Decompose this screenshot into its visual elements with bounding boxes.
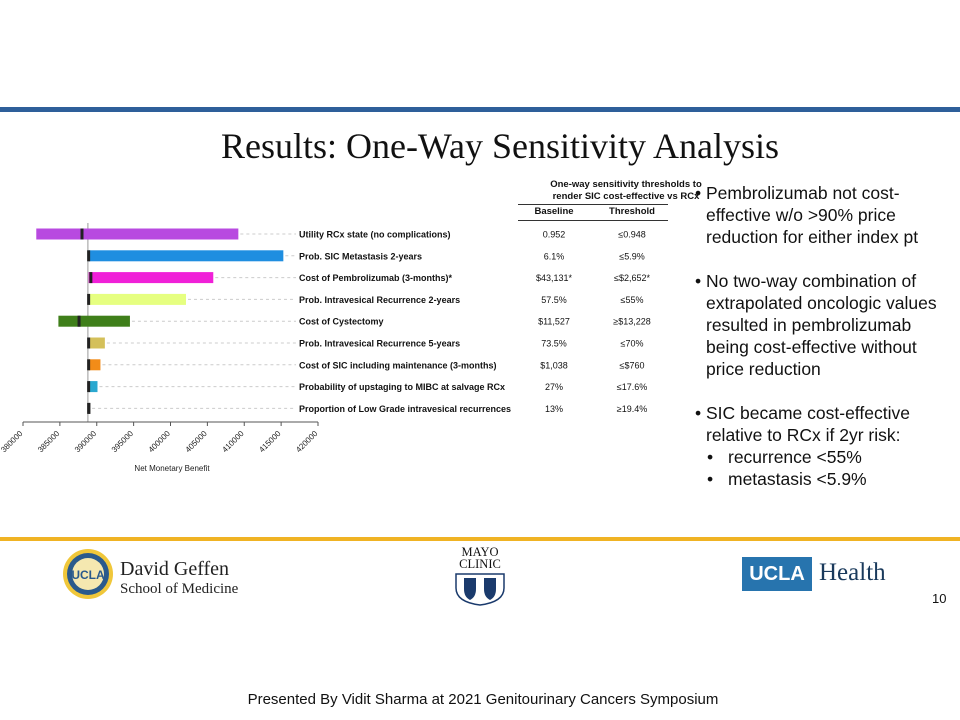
row-label-0: Utility RCx state (no complications) [299, 230, 451, 240]
bar-5 [88, 337, 105, 349]
mayo-clinic-logo: MAYO CLINIC [450, 545, 510, 571]
bottom-rule [0, 537, 960, 541]
row-label-4: Cost of Cystectomy [299, 317, 384, 327]
bar-0 [36, 228, 239, 240]
baseline-value-6: $1,038 [540, 360, 568, 370]
bar-marker-7 [87, 381, 91, 393]
table-header-rule-2 [518, 220, 668, 221]
bar-marker-5 [87, 337, 91, 349]
row-label-2: Cost of Pembrolizumab (3-months)* [299, 273, 453, 283]
x-tick-label-1: 385000 [36, 429, 62, 455]
baseline-value-3: 57.5% [541, 295, 567, 305]
sub-bullet-1: recurrence <55% [695, 446, 957, 468]
geffen-line2: School of Medicine [120, 581, 239, 597]
baseline-value-5: 73.5% [541, 339, 567, 349]
bar-4 [58, 315, 130, 327]
baseline-value-2: $43,131* [536, 273, 573, 283]
x-tick-label-4: 400000 [147, 429, 173, 455]
ucla-seal-logo: UCLA [63, 549, 113, 599]
table-header: One-way sensitivity thresholds to render… [510, 179, 742, 203]
table-header-line1: One-way sensitivity thresholds to [550, 179, 702, 190]
mayo-line2: CLINIC [459, 557, 501, 571]
threshold-value-4: ≥$13,228 [613, 317, 650, 327]
bullet-1: Pembrolizumab not cost-effective w/o >90… [695, 182, 957, 248]
x-tick-label-2: 390000 [73, 429, 99, 455]
sub-bullet-2: metastasis <5.9% [695, 468, 957, 490]
baseline-value-7: 27% [545, 382, 563, 392]
bullet-2: No two-way combination of extrapolated o… [695, 270, 957, 380]
bar-marker-4 [77, 315, 81, 327]
slide-title: Results: One-Way Sensitivity Analysis [220, 126, 780, 166]
bullet-3: SIC became cost-effective relative to RC… [695, 402, 957, 446]
row-label-8: Proportion of Low Grade intravesical rec… [299, 404, 511, 414]
page-number: 10 [932, 591, 947, 606]
x-tick-label-0: 380000 [0, 429, 25, 455]
bar-2 [88, 272, 214, 284]
row-label-3: Prob. Intravesical Recurrence 2-years [299, 295, 460, 305]
ucla-health-wordmark: Health [819, 559, 886, 586]
row-label-1: Prob. SIC Metastasis 2-years [299, 251, 422, 261]
bar-7 [88, 381, 98, 393]
table-header-line2: render SIC cost-effective vs RCx [552, 191, 700, 202]
table-header-rule [518, 204, 668, 205]
bar-marker-8 [87, 402, 91, 414]
mayo-shield-icon [455, 573, 505, 606]
threshold-value-5: ≤70% [621, 339, 644, 349]
bar-6 [88, 359, 101, 371]
bar-3 [88, 293, 186, 305]
threshold-value-2: ≤$2,652* [614, 273, 650, 283]
x-tick-label-5: 405000 [184, 429, 210, 455]
ucla-health-logo-box: UCLA [742, 557, 812, 591]
geffen-line1: David Geffen [120, 558, 230, 580]
bar-marker-2 [89, 272, 93, 284]
baseline-value-0: 0.952 [543, 230, 566, 240]
col-baseline-header: Baseline [534, 206, 574, 217]
mayo-line1: MAYO [461, 545, 499, 559]
x-tick-label-7: 415000 [257, 429, 283, 455]
row-label-5: Prob. Intravesical Recurrence 5-years [299, 339, 460, 349]
threshold-value-8: ≥19.4% [617, 404, 647, 414]
row-label-7: Probability of upstaging to MIBC at salv… [299, 382, 505, 392]
x-tick-label-8: 420000 [294, 429, 320, 455]
baseline-value-8: 13% [545, 404, 563, 414]
seal-text: UCLA [71, 568, 105, 582]
tornado-chart: Utility RCx state (no complications) 0.95… [0, 223, 651, 473]
threshold-value-7: ≤17.6% [617, 382, 647, 392]
x-tick-label-3: 395000 [110, 429, 136, 455]
row-label-6: Cost of SIC including maintenance (3-mon… [299, 360, 497, 370]
threshold-value-1: ≤5.9% [619, 251, 644, 261]
geffen-logo: David Geffen School of Medicine [120, 558, 238, 598]
threshold-value-6: ≤$760 [620, 360, 645, 370]
bar-marker-6 [87, 359, 91, 371]
threshold-value-0: ≤0.948 [618, 230, 645, 240]
presented-by-footer: Presented By Vidit Sharma at 2021 Genito… [247, 691, 719, 708]
baseline-value-1: 6.1% [544, 251, 565, 261]
bullet-list: Pembrolizumab not cost-effective w/o >90… [695, 182, 957, 490]
bar-marker-3 [87, 293, 91, 305]
bar-marker-0 [80, 228, 84, 240]
x-axis-label: Net Monetary Benefit [134, 464, 210, 473]
x-tick-label-6: 410000 [220, 429, 246, 455]
bar-marker-1 [87, 250, 91, 262]
col-threshold-header: Threshold [609, 206, 655, 217]
baseline-value-4: $11,527 [538, 317, 570, 327]
bar-1 [88, 250, 284, 262]
top-rule [0, 107, 960, 112]
threshold-value-3: ≤55% [621, 295, 644, 305]
